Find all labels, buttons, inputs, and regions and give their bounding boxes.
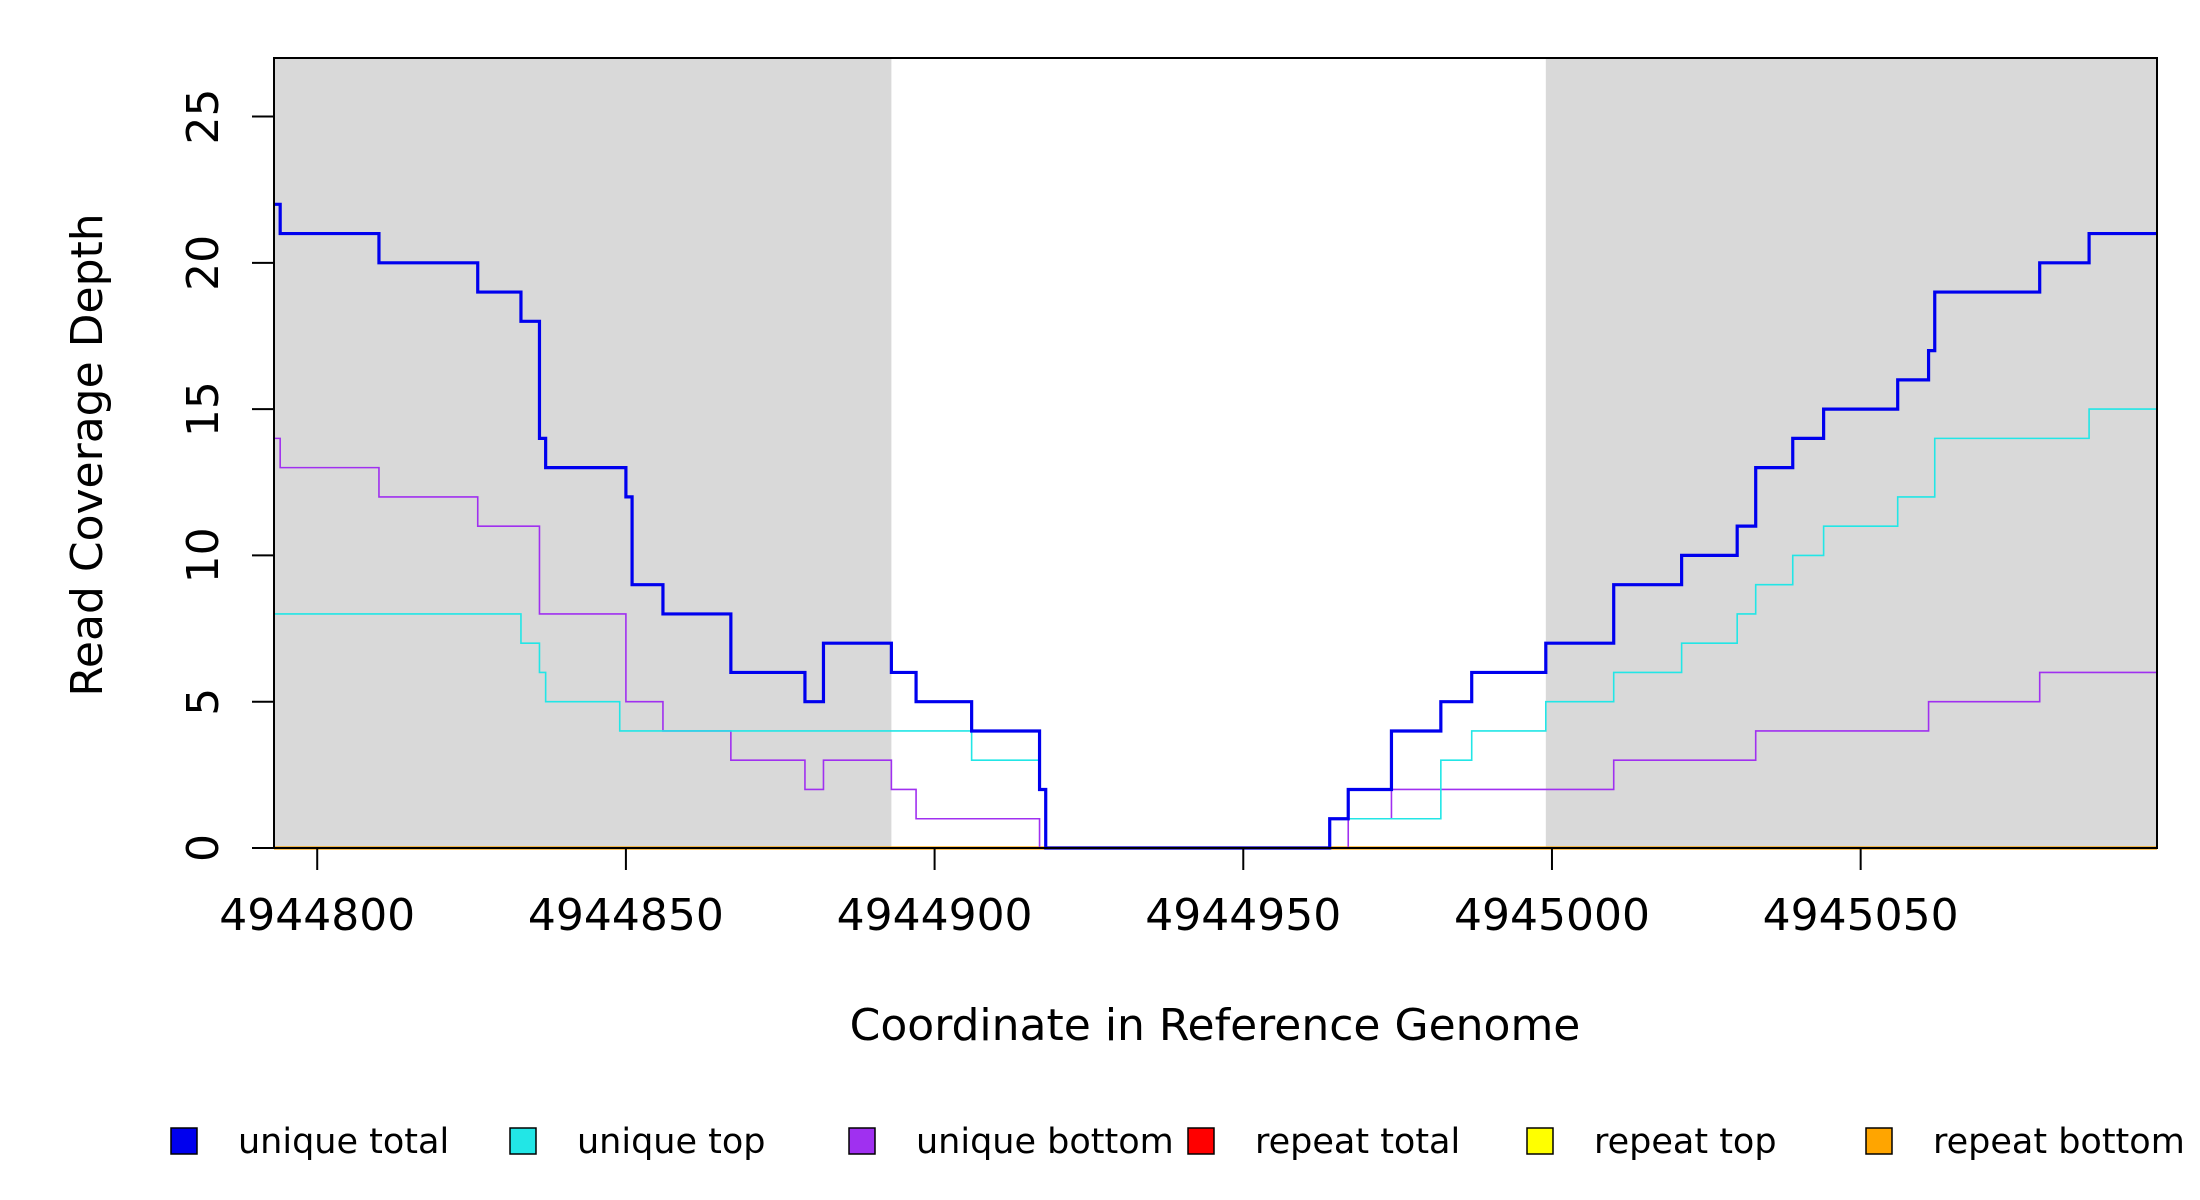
legend-item-unique-total: unique total <box>170 1122 449 1162</box>
x-tick-label: 4944900 <box>837 890 1033 941</box>
legend-swatch <box>170 1127 198 1155</box>
y-tick-label: 20 <box>178 235 229 291</box>
x-tick-label: 4945050 <box>1763 890 1959 941</box>
y-tick-label: 5 <box>178 688 229 716</box>
series-line-unique-top <box>274 408 2157 849</box>
legend-label: repeat bottom <box>1933 1122 2185 1162</box>
y-tick-label: 15 <box>178 381 229 437</box>
x-tick-label: 4944800 <box>219 890 415 941</box>
x-tick-label: 4944950 <box>1145 890 1341 941</box>
legend-label: repeat total <box>1255 1122 1460 1162</box>
y-axis-title: Read Coverage Depth <box>62 213 113 696</box>
legend-swatch <box>1865 1127 1893 1155</box>
legend-item-unique-top: unique top <box>509 1122 766 1162</box>
legend-item-repeat-total: repeat total <box>1187 1122 1460 1162</box>
series-line-unique-bottom <box>274 437 2157 849</box>
legend-label: repeat top <box>1594 1122 1777 1162</box>
shaded-regions <box>274 58 2157 848</box>
shaded-region-1 <box>274 58 892 848</box>
y-tick-label: 10 <box>178 527 229 583</box>
legend-label: unique total <box>238 1122 449 1162</box>
legend: unique total unique top unique bottom repea… <box>170 1122 2185 1162</box>
legend-item-repeat-bottom: repeat bottom <box>1865 1122 2185 1162</box>
legend-swatch <box>848 1127 876 1155</box>
legend-item-repeat-top: repeat top <box>1526 1122 1777 1162</box>
x-tick-label: 4944850 <box>528 890 724 941</box>
x-axis-title: Coordinate in Reference Genome <box>850 1000 1581 1051</box>
legend-label: unique bottom <box>916 1122 1174 1162</box>
y-axis: 0 5 10 15 20 25 <box>178 89 275 862</box>
x-axis: 4944800 4944850 4944900 4944950 4945000 49450… <box>219 847 1959 941</box>
shaded-region-2 <box>1545 58 2157 848</box>
y-tick-label: 25 <box>178 89 229 145</box>
legend-swatch <box>1526 1127 1554 1155</box>
x-tick-label: 4945000 <box>1454 890 1650 941</box>
legend-item-unique-bottom: unique bottom <box>848 1122 1174 1162</box>
legend-label: unique top <box>577 1122 766 1162</box>
legend-swatch <box>509 1127 537 1155</box>
y-tick-label: 0 <box>178 834 229 862</box>
legend-swatch <box>1187 1127 1215 1155</box>
